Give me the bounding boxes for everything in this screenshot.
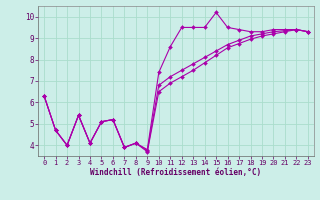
X-axis label: Windchill (Refroidissement éolien,°C): Windchill (Refroidissement éolien,°C) (91, 168, 261, 177)
